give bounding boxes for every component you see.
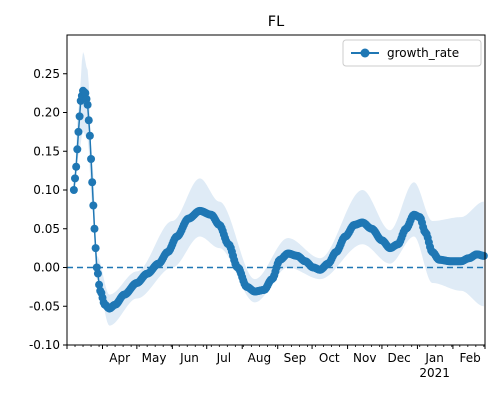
data-point	[85, 131, 94, 140]
confidence-band-layer	[73, 52, 484, 326]
y-tick-label: 0.00	[33, 261, 60, 275]
data-point	[91, 244, 100, 253]
x-tick-label: Aug	[248, 351, 271, 365]
x-tick-label: Jul	[216, 351, 231, 365]
x-tick-label: Sep	[284, 351, 307, 365]
x-tick-label: Feb	[459, 351, 480, 365]
data-point	[83, 100, 92, 109]
y-tick-label: 0.10	[33, 183, 60, 197]
y-tick-label: 0.20	[33, 106, 60, 120]
data-point	[479, 251, 488, 260]
data-point	[71, 174, 80, 183]
data-point	[84, 116, 93, 125]
data-point	[72, 162, 81, 171]
x-year-label: 2021	[419, 366, 450, 380]
y-tick-label: 0.05	[33, 222, 60, 236]
data-point	[75, 112, 84, 121]
x-tick-label: May	[142, 351, 167, 365]
legend: growth_rate	[342, 39, 482, 67]
data-point	[95, 280, 104, 289]
confidence-band	[73, 52, 484, 326]
data-point	[93, 269, 102, 278]
chart-title: FL	[268, 14, 284, 30]
x-tick-label: Nov	[353, 351, 376, 365]
y-tick-label: -0.05	[29, 299, 60, 313]
data-point	[87, 155, 96, 163]
data-point	[69, 186, 78, 194]
legend-point-marker	[360, 48, 370, 58]
data-point	[73, 145, 82, 154]
legend-label: growth_rate	[387, 46, 459, 60]
data-point	[88, 178, 97, 187]
x-tick-label: Jan	[424, 351, 444, 365]
y-tick-label: 0.15	[33, 144, 60, 158]
axes-layer: -0.10 -0.05 0.00 0.05 0.10 0.15 0.20 0.25 Apr May…	[29, 34, 486, 380]
x-tick-label: Jun	[179, 351, 199, 365]
y-tick-label: 0.25	[33, 67, 60, 81]
x-tick-label: Oct	[319, 351, 340, 365]
data-point	[74, 127, 83, 136]
data-point	[92, 263, 101, 272]
x-tick-label: Dec	[387, 351, 410, 365]
legend-box	[342, 39, 482, 67]
data-point	[89, 201, 98, 210]
y-tick-label: -0.10	[29, 338, 60, 352]
series-layer	[69, 86, 488, 313]
x-tick-label: Apr	[109, 351, 130, 365]
data-point	[90, 224, 99, 233]
